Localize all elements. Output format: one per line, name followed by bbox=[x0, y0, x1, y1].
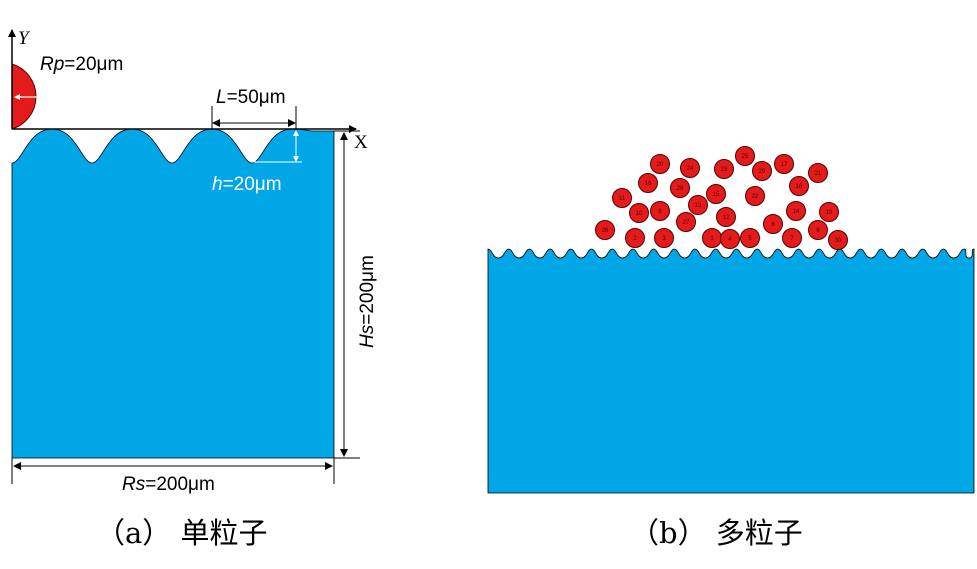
particle-label: 28 bbox=[677, 186, 684, 192]
width-label: Rs=200μm bbox=[122, 474, 215, 495]
particle-label: 17 bbox=[781, 162, 788, 168]
particle-label: 19 bbox=[826, 210, 833, 216]
particle-label: 10 bbox=[636, 211, 643, 217]
particle bbox=[808, 163, 828, 183]
particle bbox=[720, 229, 740, 249]
particle-label: 2 bbox=[633, 236, 637, 242]
particle bbox=[789, 176, 809, 196]
particle bbox=[612, 188, 632, 208]
particle bbox=[680, 158, 700, 178]
particle-label: 8 bbox=[816, 228, 820, 234]
particle-label: 4 bbox=[728, 237, 732, 243]
particle-label: 6 bbox=[771, 222, 775, 228]
particle bbox=[625, 228, 645, 248]
wavelength-label: L=50μm bbox=[216, 87, 286, 108]
particle-label: 23 bbox=[721, 167, 728, 173]
particle bbox=[763, 214, 783, 234]
x-axis-label: X bbox=[354, 132, 368, 153]
particle bbox=[740, 228, 760, 248]
particle-label: 22 bbox=[752, 194, 759, 200]
particle bbox=[629, 203, 649, 223]
particle-label: 12 bbox=[723, 215, 730, 221]
particle-label: 3 bbox=[662, 236, 666, 242]
particle bbox=[786, 201, 806, 221]
particle-label: 11 bbox=[619, 196, 626, 202]
particle bbox=[638, 173, 658, 193]
particle bbox=[650, 201, 670, 221]
particle bbox=[650, 154, 670, 174]
particle bbox=[774, 154, 794, 174]
particle bbox=[745, 186, 765, 206]
particle-label: 29 bbox=[759, 169, 766, 175]
substrate-b bbox=[487, 248, 975, 494]
particle bbox=[808, 220, 828, 240]
particle-label: 24 bbox=[687, 166, 694, 172]
particle-label: 20 bbox=[657, 162, 664, 168]
particle bbox=[782, 228, 802, 248]
particle-label: 26 bbox=[602, 228, 609, 234]
particle-label: 21 bbox=[815, 171, 822, 177]
particle-label: 18 bbox=[645, 181, 652, 187]
particle-label: 1 bbox=[710, 236, 714, 242]
particle-label: 14 bbox=[793, 209, 800, 215]
particle-label: 5 bbox=[748, 236, 752, 242]
particle-label: 25 bbox=[742, 154, 749, 160]
particle bbox=[654, 228, 674, 248]
amplitude-label: h=20μm bbox=[212, 174, 282, 195]
caption-b: （b） 多粒子 bbox=[630, 516, 803, 550]
particle bbox=[716, 207, 736, 227]
substrate-a bbox=[11, 128, 335, 459]
particle bbox=[670, 178, 690, 198]
panel-a: Y X Rp=20μm L=50μm h=20μm Hs=200μm Rs=20… bbox=[8, 28, 378, 550]
particle-label: 7 bbox=[790, 236, 794, 242]
particle bbox=[735, 146, 755, 166]
particle bbox=[752, 161, 772, 181]
particle bbox=[595, 220, 615, 240]
particle bbox=[676, 212, 696, 232]
caption-a: （a） 单粒子 bbox=[96, 516, 268, 550]
particle bbox=[828, 230, 848, 250]
particle-label: 27 bbox=[683, 220, 690, 226]
height-label: Hs=200μm bbox=[357, 255, 378, 348]
particle bbox=[706, 184, 726, 204]
particle-label: 13 bbox=[695, 203, 702, 209]
particle bbox=[688, 195, 708, 215]
particle-label: 9 bbox=[658, 209, 662, 215]
y-axis-label: Y bbox=[18, 28, 31, 49]
particle-label: 15 bbox=[713, 192, 720, 198]
particle-radius-label: Rp=20μm bbox=[40, 54, 123, 75]
particle-label: 30 bbox=[835, 238, 842, 244]
particle bbox=[819, 202, 839, 222]
particle bbox=[714, 159, 734, 179]
particle-label: 16 bbox=[796, 184, 803, 190]
